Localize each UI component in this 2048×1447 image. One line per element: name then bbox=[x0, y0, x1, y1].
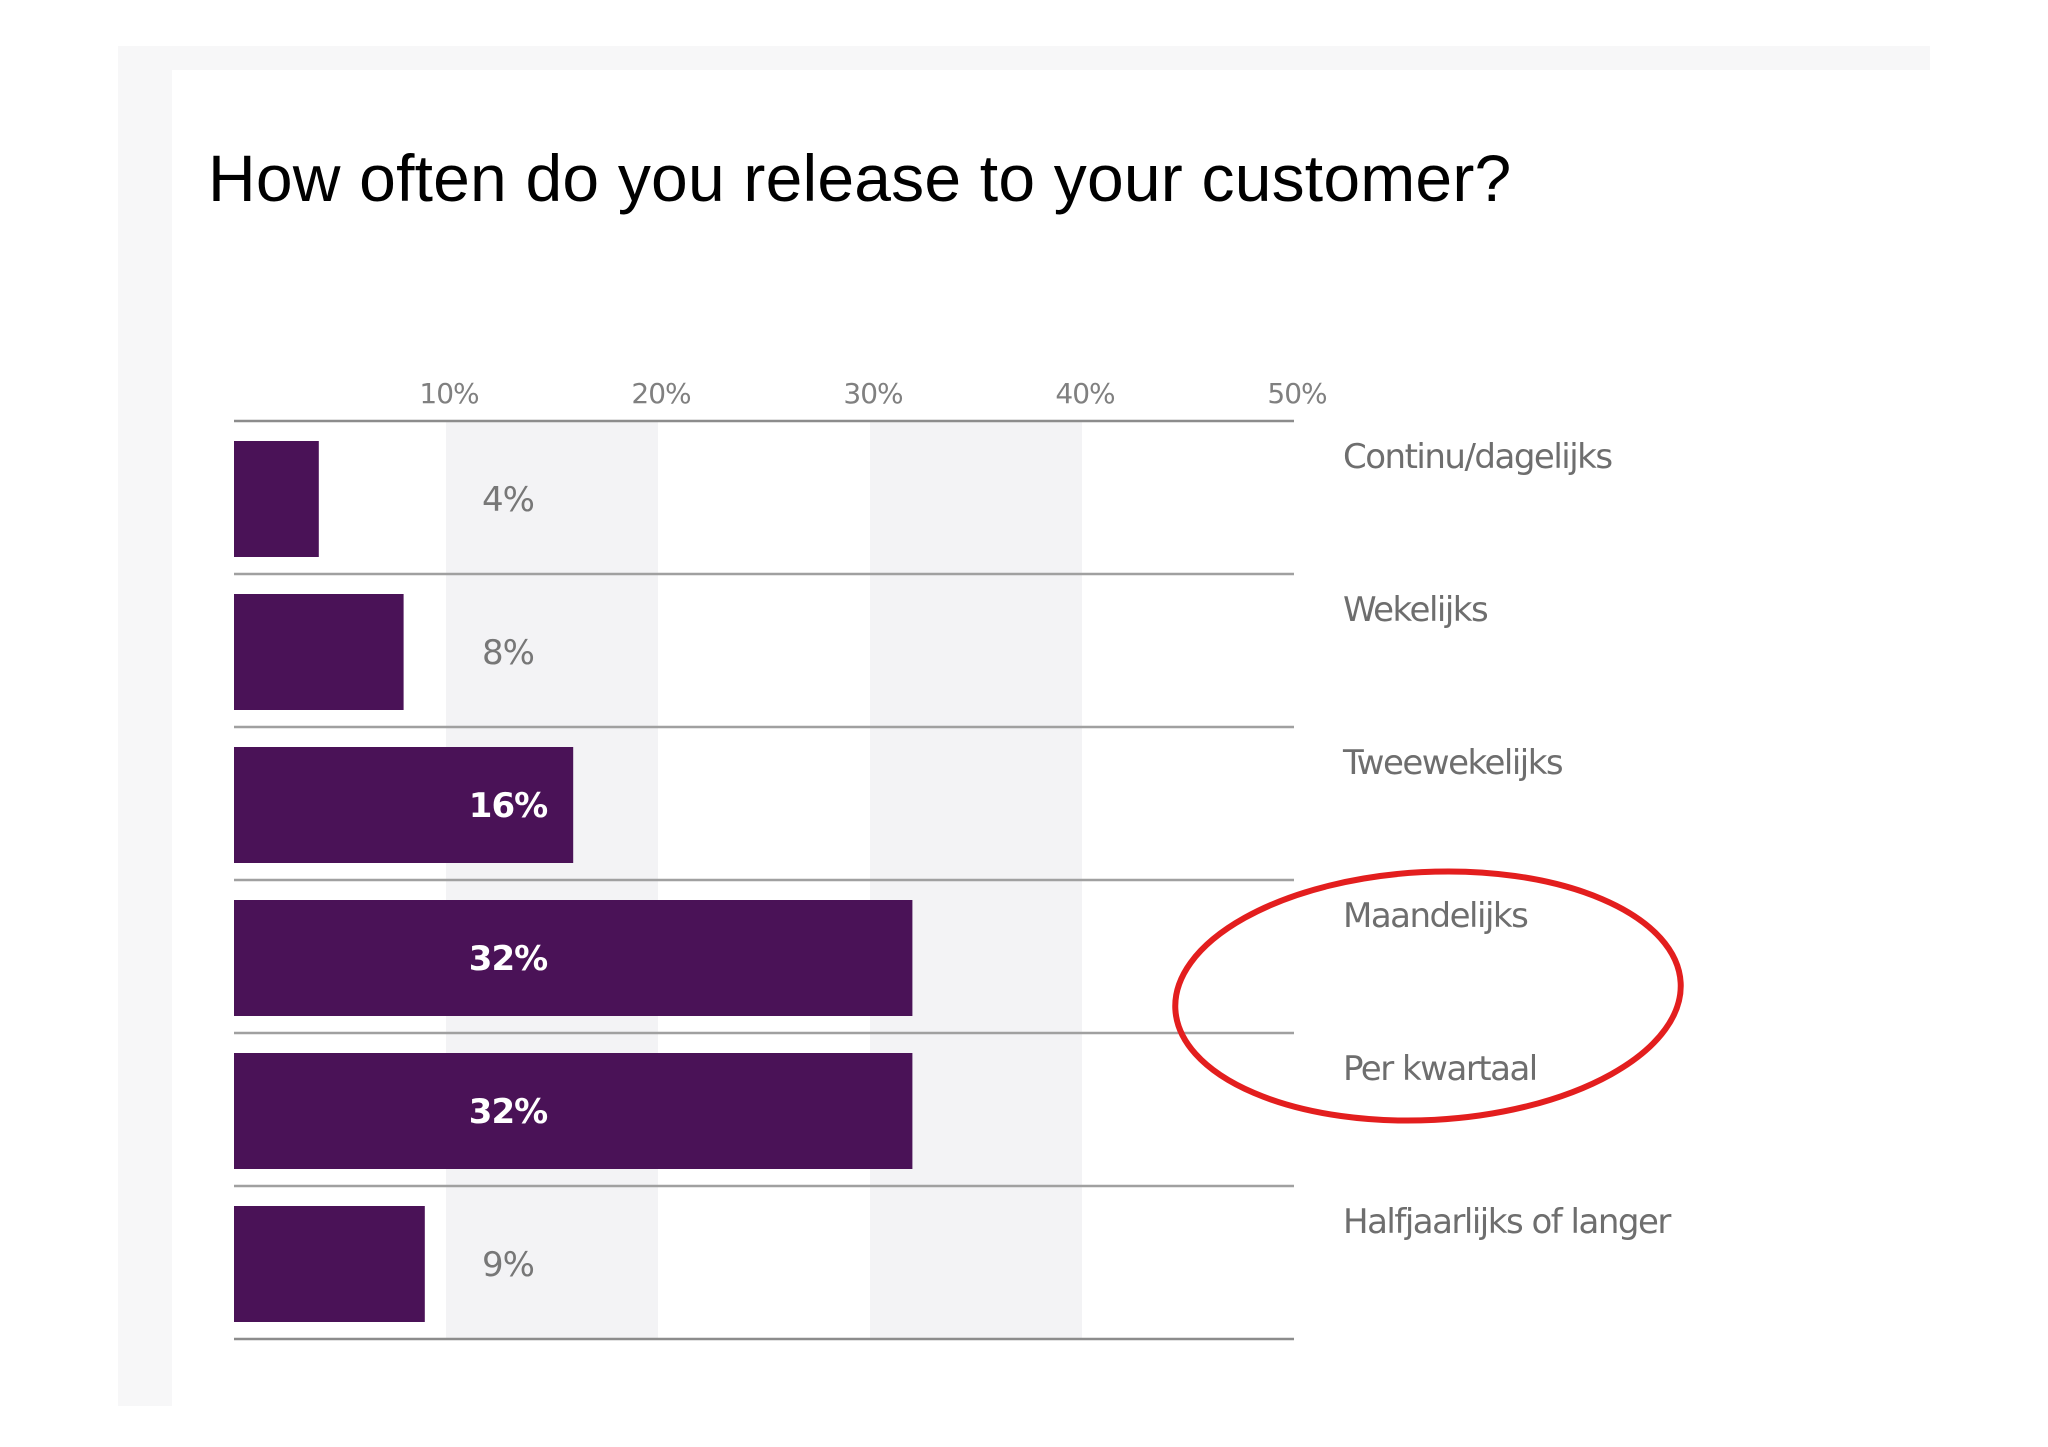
x-tick-label: 10% bbox=[419, 377, 479, 410]
x-tick-label: 20% bbox=[631, 377, 691, 410]
data-label: 8% bbox=[482, 633, 534, 673]
data-label: 32% bbox=[469, 1092, 547, 1132]
data-label: 32% bbox=[469, 939, 547, 979]
category-label: Maandelijks bbox=[1343, 896, 1528, 936]
slide-frame-left bbox=[118, 70, 172, 1406]
category-label: Continu/dagelijks bbox=[1343, 437, 1612, 477]
annotation-ellipse bbox=[1172, 868, 1684, 1124]
bar bbox=[234, 747, 574, 863]
x-tick-label: 30% bbox=[843, 377, 903, 410]
category-label: Halfjaarlijks of langer bbox=[1343, 1202, 1671, 1242]
category-label: Per kwartaal bbox=[1343, 1049, 1537, 1089]
x-tick-label: 40% bbox=[1055, 377, 1115, 410]
category-labels: Continu/dagelijks Wekelijks Tweewekelijks M… bbox=[1342, 437, 1673, 1242]
category-label: Tweewekelijks bbox=[1342, 743, 1563, 783]
data-label: 16% bbox=[469, 786, 547, 826]
data-labels: 4% 8% 16% 32% 32% 9% bbox=[469, 480, 548, 1285]
category-label: Wekelijks bbox=[1343, 590, 1488, 630]
bars bbox=[234, 441, 913, 1322]
bar bbox=[234, 1206, 425, 1322]
bar bbox=[234, 594, 404, 710]
slide-title: How often do you release to your custome… bbox=[208, 141, 1512, 215]
annotation bbox=[1172, 868, 1684, 1124]
bar bbox=[234, 1053, 913, 1169]
bar bbox=[234, 441, 319, 557]
x-axis-ticks: 10% 20% 30% 40% 50% bbox=[419, 377, 1328, 410]
bar bbox=[234, 900, 913, 1016]
row-separators bbox=[234, 419, 1294, 1341]
slide-frame-top bbox=[118, 46, 1930, 70]
data-label: 4% bbox=[482, 480, 534, 520]
x-tick-label: 50% bbox=[1267, 377, 1327, 410]
data-label: 9% bbox=[482, 1245, 534, 1285]
